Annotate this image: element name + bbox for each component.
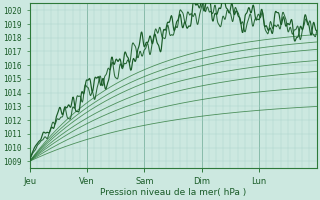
X-axis label: Pression niveau de la mer( hPa ): Pression niveau de la mer( hPa ) [100,188,246,197]
